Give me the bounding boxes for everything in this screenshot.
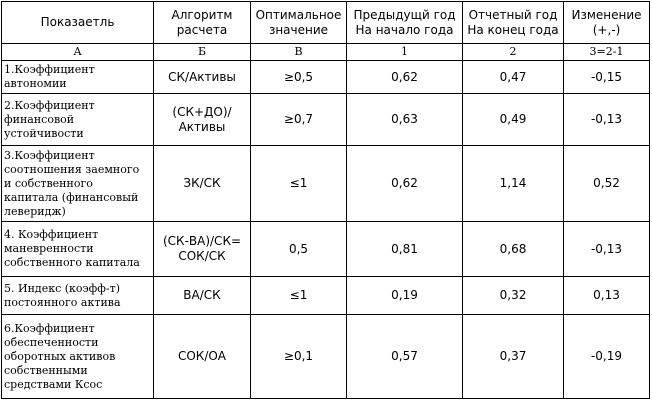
header-indicator: Показаетль <box>1 1 154 44</box>
row-optimal: ≤1 <box>250 276 347 315</box>
row-indicator-name: 2.Коэффициент финансовой устойчивости <box>1 93 154 146</box>
row-algorithm: (СК-ВА)/СК= СОК/СК <box>153 221 251 277</box>
row-change: -0,13 <box>563 93 650 146</box>
row-algorithm: СК/Активы <box>153 60 251 94</box>
row-indicator-name: 1.Коэффициент автономии <box>1 60 154 94</box>
index-a: А <box>1 43 154 61</box>
row-algorithm: ВА/СК <box>153 276 251 315</box>
row-change: -0,19 <box>563 314 650 399</box>
table-row: 1.Коэффициент автономии СК/Активы ≥0,5 0… <box>1 60 650 94</box>
row-indicator-name: 4. Коэффициент маневренности собственног… <box>1 221 154 277</box>
row-change: 0,52 <box>563 145 650 222</box>
header-previous: Предыдущй год На начало года <box>346 1 463 44</box>
row-previous: 0,19 <box>346 276 463 315</box>
row-previous: 0,62 <box>346 60 463 94</box>
index-v: В <box>250 43 347 61</box>
row-indicator-name: 3.Коэффициент соотношения заемного и соб… <box>1 145 154 222</box>
row-current: 0,32 <box>462 276 564 315</box>
header-optimal: Оптимальное значение <box>250 1 347 44</box>
row-change: -0,13 <box>563 221 650 277</box>
index-1: 1 <box>346 43 463 61</box>
header-change: Изменение (+,-) <box>563 1 650 44</box>
row-optimal: 0,5 <box>250 221 347 277</box>
row-optimal: ≤1 <box>250 145 347 222</box>
index-b: Б <box>153 43 251 61</box>
column-index-row: А Б В 1 2 3=2-1 <box>1 43 650 61</box>
row-current: 0,49 <box>462 93 564 146</box>
row-current: 1,14 <box>462 145 564 222</box>
table-row: 5. Индекс (коэфф-т) постоянного актива В… <box>1 276 650 315</box>
header-current: Отчетный год На конец года <box>462 1 564 44</box>
table-row: 4. Коэффициент маневренности собственног… <box>1 221 650 277</box>
row-optimal: ≥0,1 <box>250 314 347 399</box>
table-row: 3.Коэффициент соотношения заемного и соб… <box>1 145 650 222</box>
row-current: 0,47 <box>462 60 564 94</box>
table-row: 6.Коэффициент обеспеченности оборотных а… <box>1 314 650 399</box>
row-indicator-name: 6.Коэффициент обеспеченности оборотных а… <box>1 314 154 399</box>
table-row: 2.Коэффициент финансовой устойчивости (С… <box>1 93 650 146</box>
header-algorithm: Алгоритм расчета <box>153 1 251 44</box>
row-previous: 0,62 <box>346 145 463 222</box>
index-2: 2 <box>462 43 564 61</box>
row-previous: 0,63 <box>346 93 463 146</box>
row-current: 0,68 <box>462 221 564 277</box>
header-row: Показаетль Алгоритм расчета Оптимальное … <box>1 1 650 44</box>
row-current: 0,37 <box>462 314 564 399</box>
row-previous: 0,57 <box>346 314 463 399</box>
row-algorithm: СОК/ОА <box>153 314 251 399</box>
row-optimal: ≥0,5 <box>250 60 347 94</box>
financial-ratios-table: Показаетль Алгоритм расчета Оптимальное … <box>1 1 650 399</box>
row-optimal: ≥0,7 <box>250 93 347 146</box>
index-3: 3=2-1 <box>563 43 650 61</box>
row-previous: 0,81 <box>346 221 463 277</box>
row-algorithm: (СК+ДО)/Активы <box>153 93 251 146</box>
row-indicator-name: 5. Индекс (коэфф-т) постоянного актива <box>1 276 154 315</box>
row-change: 0,13 <box>563 276 650 315</box>
row-change: -0,15 <box>563 60 650 94</box>
row-algorithm: ЗК/СК <box>153 145 251 222</box>
